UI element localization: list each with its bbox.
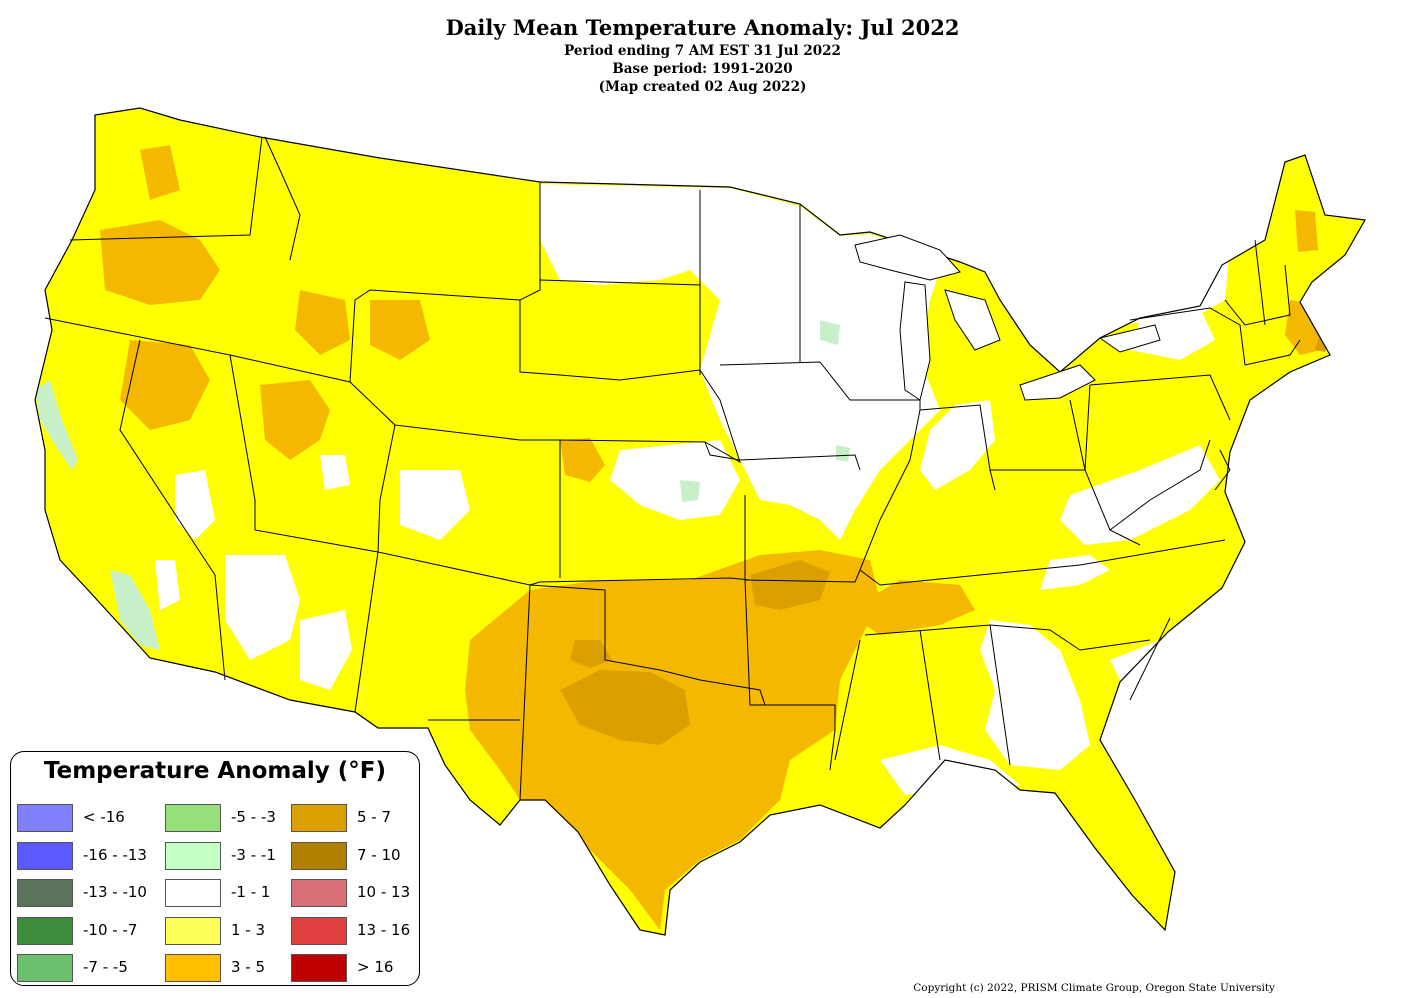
legend-swatch — [165, 841, 221, 870]
legend-swatch — [17, 841, 73, 870]
legend-label: 3 - 5 — [231, 958, 266, 976]
legend-swatch — [291, 954, 347, 982]
great-lakes — [854, 234, 1161, 401]
cool-anomaly-areas — [35, 320, 850, 650]
legend-swatch — [165, 804, 221, 832]
anomaly-3-5-areas — [100, 145, 1322, 930]
legend-label: -10 - -7 — [83, 920, 138, 939]
legend-label: 7 - 10 — [357, 845, 401, 864]
legend-label: < -16 — [83, 808, 125, 826]
legend-box: Temperature Anomaly (°F) < -16 -16 - -13… — [10, 751, 420, 986]
legend-label: > 16 — [357, 958, 394, 976]
legend-label: 13 - 16 — [357, 920, 411, 939]
legend-swatch — [165, 879, 221, 907]
legend-label: -3 - -1 — [231, 845, 276, 864]
map-base-period: Base period: 1991-2020 — [612, 61, 793, 77]
legend-swatch — [17, 879, 73, 907]
legend-swatch — [17, 916, 73, 945]
legend-label: 5 - 7 — [357, 808, 392, 826]
legend-swatch — [165, 954, 221, 982]
legend-label: -7 - -5 — [83, 958, 128, 976]
map-title: Daily Mean Temperature Anomaly: Jul 2022 — [445, 15, 960, 40]
legend-swatch — [165, 916, 221, 945]
legend-swatch — [17, 954, 73, 982]
legend-swatch — [291, 879, 347, 907]
title-block: Daily Mean Temperature Anomaly: Jul 2022… — [0, 14, 1405, 96]
legend-swatch — [17, 804, 73, 832]
legend-label: -16 - -13 — [83, 845, 147, 864]
legend-label: -13 - -10 — [83, 883, 147, 901]
legend-label: 10 - 13 — [357, 883, 411, 901]
map-created: (Map created 02 Aug 2022) — [598, 79, 807, 95]
map-period: Period ending 7 AM EST 31 Jul 2022 — [564, 43, 841, 59]
legend-label: -5 - -3 — [231, 808, 276, 826]
legend-title: Temperature Anomaly (°F) — [43, 758, 387, 784]
anomaly-5-7-areas — [560, 335, 1330, 745]
legend-label: 1 - 3 — [231, 920, 266, 939]
state-boundaries — [44, 136, 1301, 801]
legend-label: -1 - 1 — [231, 883, 271, 901]
legend-swatch — [291, 804, 347, 832]
legend-swatch — [291, 916, 347, 945]
legend-swatch — [291, 841, 347, 870]
copyright-notice: Copyright (c) 2022, PRISM Climate Group,… — [913, 982, 1275, 994]
